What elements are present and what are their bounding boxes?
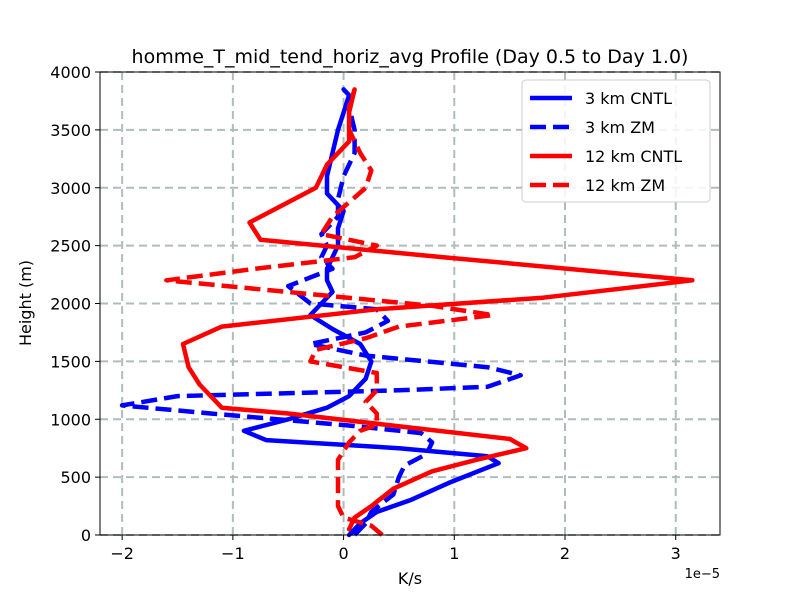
x-tick-label: −1 xyxy=(221,544,245,563)
y-tick-label: 3500 xyxy=(50,121,91,140)
chart-title: homme_T_mid_tend_horiz_avg Profile (Day … xyxy=(132,46,689,68)
x-tick-label: −2 xyxy=(110,544,134,563)
series-line-12-km-cntl xyxy=(180,87,695,532)
series-line-3-km-zm xyxy=(119,106,523,537)
legend-label: 12 km CNTL xyxy=(585,147,682,166)
x-axis-offset-label: 1e−5 xyxy=(685,567,720,582)
series-line-3-km-cntl xyxy=(241,87,501,538)
y-tick-label: 500 xyxy=(60,468,91,487)
legend-label: 3 km ZM xyxy=(585,118,655,137)
y-tick-label: 1500 xyxy=(50,352,91,371)
y-axis-label: Height (m) xyxy=(16,260,35,346)
x-axis-label: K/s xyxy=(398,569,422,588)
y-tick-label: 1000 xyxy=(50,410,91,429)
x-tick-label: 1 xyxy=(449,544,459,563)
y-tick-label: 4000 xyxy=(50,63,91,82)
y-tick-label: 2000 xyxy=(50,295,91,314)
x-tick-label: 2 xyxy=(560,544,570,563)
legend-box xyxy=(521,79,711,203)
series-line-12-km-zm xyxy=(164,88,496,537)
legend: 3 km CNTL 3 km ZM 12 km CNTL 12 km ZM xyxy=(521,79,711,203)
x-tick-label: 0 xyxy=(338,544,348,563)
legend-label: 12 km ZM xyxy=(585,176,665,195)
ticks: −2 −1 0 1 2 3 0 500 1000 1500 2000 2500 3000 3500 4000 xyxy=(50,63,681,563)
series-group xyxy=(119,87,695,538)
y-tick-label: 3000 xyxy=(50,179,91,198)
y-tick-label: 2500 xyxy=(50,237,91,256)
legend-label: 3 km CNTL xyxy=(585,89,672,108)
x-tick-label: 3 xyxy=(671,544,681,563)
y-tick-label: 0 xyxy=(81,526,91,545)
